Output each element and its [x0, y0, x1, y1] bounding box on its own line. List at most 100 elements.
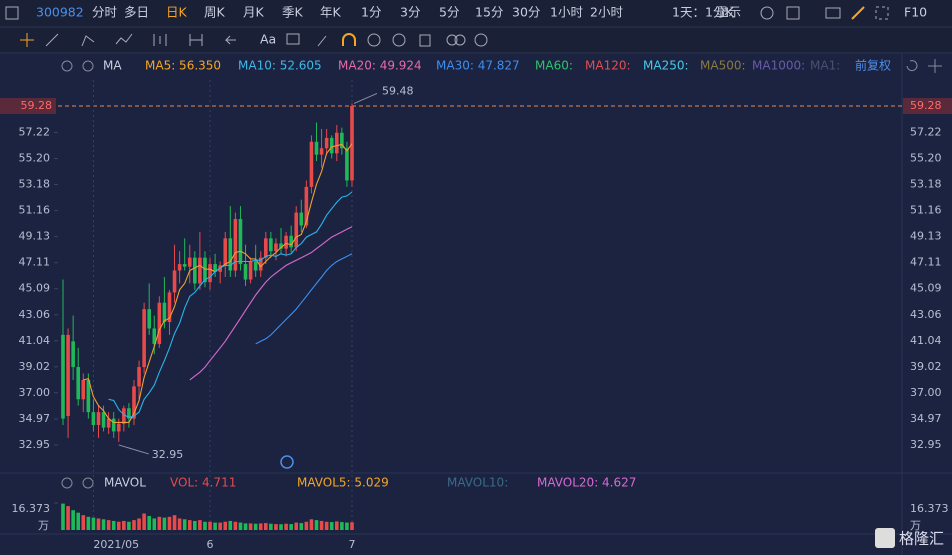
drawing-tools: [20, 33, 488, 47]
candle-body: [66, 334, 70, 416]
range-tool[interactable]: [189, 34, 203, 46]
volume-bar: [76, 512, 81, 530]
volume-bar: [329, 522, 334, 530]
text-tool[interactable]: Aa: [260, 32, 276, 47]
volume-bar: [238, 522, 243, 530]
period-tab[interactable]: 多日: [124, 5, 149, 20]
candle-body: [324, 137, 329, 149]
indicator-close[interactable]: [82, 60, 94, 72]
y-tick-label-right: 39.02: [910, 360, 942, 373]
volume-bar: [334, 521, 339, 530]
draw-settings[interactable]: [474, 33, 488, 47]
y-tick-label-right: 57.22: [910, 126, 942, 139]
volume-bar: [324, 521, 329, 530]
candle-body: [162, 302, 167, 323]
volume-bar: [162, 517, 167, 530]
period-tab[interactable]: 1小时: [550, 5, 583, 20]
indicator-settings[interactable]: [61, 60, 73, 72]
period-tab[interactable]: 15分: [475, 5, 503, 20]
volume-bar: [101, 519, 106, 530]
camera-icon[interactable]: [825, 7, 841, 19]
hide-tool[interactable]: [392, 33, 406, 47]
period-tab[interactable]: 周K: [204, 5, 226, 20]
volume-bar: [279, 524, 283, 530]
period-tab[interactable]: 季K: [282, 5, 304, 20]
ma-legend: MA250:: [643, 59, 689, 73]
delete-tool[interactable]: [419, 34, 431, 47]
volume-bar: [157, 516, 162, 530]
volume-bar: [71, 510, 75, 530]
display-menu[interactable]: 显示: [716, 5, 741, 20]
candle-body: [350, 106, 354, 181]
event-marker[interactable]: [280, 455, 294, 469]
candle-body: [284, 235, 288, 249]
wave-tool[interactable]: [115, 33, 133, 45]
volume-bar: [289, 524, 293, 530]
candle-body: [213, 264, 217, 272]
period-tab[interactable]: 分时: [92, 5, 118, 20]
y-tick-label: 39.02: [19, 360, 51, 373]
line-tool[interactable]: [45, 33, 59, 47]
sidebar-toggle[interactable]: [5, 6, 19, 20]
volume-bar: [309, 519, 314, 530]
y-tick-label: 51.16: [19, 204, 51, 217]
volume-bar: [248, 523, 253, 530]
volume-bar: [81, 515, 86, 530]
settings-icon[interactable]: [760, 6, 774, 20]
volume-bar: [228, 520, 233, 530]
magnet-tool[interactable]: [342, 33, 356, 46]
y-tick-label: 55.20: [19, 152, 51, 165]
volume-bar: [299, 523, 304, 530]
y-tick-label: 37.00: [19, 386, 51, 399]
stock-code[interactable]: 300982: [36, 5, 84, 20]
period-tab[interactable]: 5分: [439, 5, 459, 20]
volume-settings[interactable]: [61, 477, 73, 489]
note-tool[interactable]: [286, 33, 300, 45]
link-tool[interactable]: [454, 34, 466, 46]
layout-icon[interactable]: [786, 6, 800, 20]
candle-body: [106, 418, 111, 428]
candle-body: [289, 235, 293, 248]
candle-body: [91, 412, 96, 426]
toolbar-bg: [0, 0, 952, 27]
ruler-tool[interactable]: [317, 35, 327, 47]
y-tick-label-right: 55.20: [910, 152, 942, 165]
candle-body: [238, 219, 243, 265]
channel-tool[interactable]: [81, 35, 95, 47]
period-tab[interactable]: 2小时: [590, 5, 623, 20]
period-tab[interactable]: 月K: [243, 5, 265, 20]
candle-body: [137, 367, 141, 387]
candle-body: [61, 334, 65, 419]
undo-icon[interactable]: [906, 60, 918, 72]
candle-body: [340, 132, 344, 149]
crosshair-tool[interactable]: [20, 33, 34, 47]
candle-body: [279, 243, 283, 249]
period-tab[interactable]: 年K: [320, 5, 342, 20]
volume-bar: [111, 520, 116, 530]
adjust-mode[interactable]: 前复权: [855, 58, 891, 73]
volume-bar: [187, 520, 192, 530]
period-tab[interactable]: 日K: [166, 5, 188, 20]
arrow-tool[interactable]: [224, 35, 236, 45]
period-tab[interactable]: 1分: [361, 5, 381, 20]
y-tick-label-right: 41.04: [910, 334, 942, 347]
lock-tool[interactable]: [367, 33, 381, 47]
price-tag-label: 59.28: [21, 99, 53, 112]
candle-body: [172, 270, 177, 293]
candle-body: [253, 261, 258, 271]
add-indicator[interactable]: [928, 59, 942, 73]
volume-close[interactable]: [82, 477, 94, 489]
interval-select[interactable]: 1天：1分K: [672, 5, 734, 20]
candle-body: [264, 238, 268, 258]
y-tick-label-right: 37.00: [910, 386, 942, 399]
pen-icon[interactable]: [851, 6, 865, 20]
candle-body: [345, 148, 349, 181]
link-tool[interactable]: [446, 34, 458, 46]
volume-legend: MAVOL20: 4.627: [537, 476, 636, 490]
fullscreen-icon[interactable]: [875, 6, 889, 20]
f10-button[interactable]: F10: [904, 5, 927, 20]
period-tab[interactable]: 3分: [400, 5, 420, 20]
fib-tool[interactable]: [153, 34, 167, 46]
period-tab[interactable]: 30分: [512, 5, 540, 20]
candle-body: [208, 264, 212, 283]
